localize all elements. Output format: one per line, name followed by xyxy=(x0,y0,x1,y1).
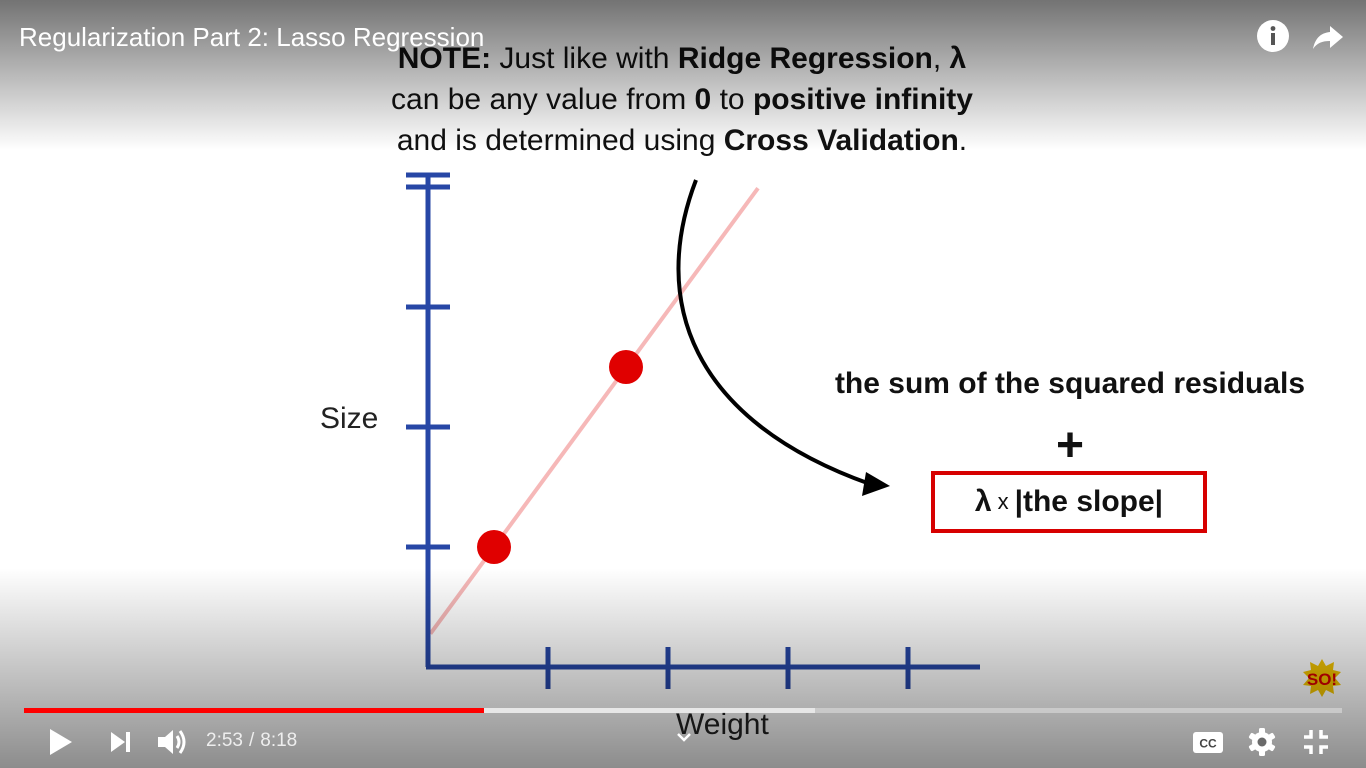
time-display: 2:53/8:18 xyxy=(206,730,297,752)
curved-arrow xyxy=(676,179,871,486)
arrow-head xyxy=(862,472,890,496)
played-fill xyxy=(24,708,484,713)
exit-fullscreen-icon[interactable] xyxy=(1296,722,1336,762)
penalty-slope: |the slope| xyxy=(1014,485,1164,518)
svg-text:SO!: SO! xyxy=(1307,670,1337,689)
plus-sign: + xyxy=(1055,419,1085,472)
y-axis-label: Size xyxy=(320,402,379,435)
data-point xyxy=(609,350,643,384)
lasso-penalty-box: λ x |the slope| xyxy=(931,471,1207,533)
duration: 8:18 xyxy=(260,730,298,751)
play-icon[interactable] xyxy=(40,722,80,762)
x-axis-label: Weight xyxy=(676,708,769,741)
gear-icon[interactable] xyxy=(1242,722,1282,762)
volume-icon[interactable] xyxy=(152,722,192,762)
channel-watermark-icon[interactable]: SO! xyxy=(1302,658,1342,698)
penalty-times: x xyxy=(997,489,1009,514)
data-point xyxy=(477,530,511,564)
current-time: 2:53 xyxy=(206,730,243,751)
share-icon[interactable] xyxy=(1310,18,1346,54)
info-icon[interactable] xyxy=(1255,18,1291,54)
chevron-down-icon[interactable] xyxy=(672,727,696,747)
penalty-lambda: λ xyxy=(974,485,992,518)
time-separator: / xyxy=(248,730,255,751)
sum-squared-residuals-text: the sum of the squared residuals xyxy=(834,367,1306,400)
video-title[interactable]: Regularization Part 2: Lasso Regression xyxy=(19,22,485,52)
fit-line xyxy=(428,187,760,635)
progress-bar[interactable] xyxy=(24,708,1342,713)
next-icon[interactable] xyxy=(100,722,140,762)
cc-icon[interactable]: CC xyxy=(1190,722,1226,762)
cc-label: CC xyxy=(1199,737,1217,751)
